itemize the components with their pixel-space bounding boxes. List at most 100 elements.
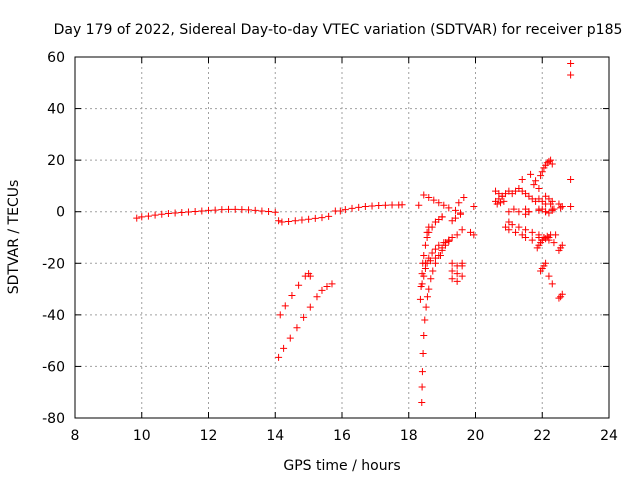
data-point	[538, 168, 546, 176]
data-point	[328, 280, 336, 288]
x-tick-label: 14	[266, 428, 284, 444]
data-point	[456, 210, 464, 218]
x-tick-label: 10	[133, 428, 151, 444]
data-point	[557, 204, 565, 212]
data-point	[567, 71, 575, 79]
data-point	[355, 203, 363, 211]
data-point	[305, 215, 313, 223]
data-point	[438, 244, 446, 252]
data-point	[540, 234, 548, 241]
data-point	[528, 236, 536, 244]
data-point	[278, 218, 286, 226]
data-point	[445, 204, 453, 212]
data-point	[238, 206, 246, 214]
data-point	[265, 207, 273, 215]
data-point	[527, 170, 535, 178]
y-tick-label: 40	[47, 102, 65, 118]
data-point	[341, 206, 349, 214]
x-tick-label: 8	[71, 428, 80, 444]
data-point	[428, 249, 436, 257]
data-point	[525, 208, 533, 216]
data-point	[418, 383, 426, 391]
data-point	[286, 334, 294, 342]
data-point	[225, 205, 233, 213]
data-point	[548, 160, 556, 168]
data-point	[318, 214, 326, 222]
data-point	[532, 177, 540, 185]
data-point	[311, 214, 319, 222]
x-tick-label: 20	[467, 428, 485, 444]
data-point	[306, 272, 314, 280]
y-tick-label: -80	[42, 411, 65, 427]
data-point	[555, 294, 563, 302]
data-point	[440, 201, 448, 209]
data-point	[498, 192, 506, 200]
data-point	[505, 208, 513, 216]
data-point	[291, 217, 299, 225]
data-point	[455, 199, 463, 207]
data-point	[375, 202, 383, 210]
data-point	[133, 214, 141, 222]
y-tick-label: -40	[42, 308, 65, 324]
data-point	[245, 206, 253, 214]
data-point	[306, 303, 314, 311]
data-point	[420, 272, 428, 280]
data-point	[231, 205, 239, 213]
data-point	[448, 267, 456, 275]
data-point	[448, 234, 456, 241]
data-point	[458, 272, 466, 280]
data-point	[522, 226, 530, 234]
data-point	[144, 212, 152, 220]
data-point	[430, 196, 438, 204]
data-point	[545, 236, 553, 244]
data-point	[336, 207, 344, 215]
data-point	[419, 350, 427, 358]
data-point	[425, 223, 433, 231]
data-point	[542, 259, 550, 267]
data-point	[251, 206, 259, 214]
y-tick-label: 20	[47, 153, 65, 169]
data-point	[420, 191, 428, 199]
grid	[75, 57, 609, 418]
y-tick-labels: -80 -60 -40 -20 0 20 40 60	[42, 50, 65, 427]
data-point	[318, 286, 326, 294]
data-point	[500, 197, 508, 205]
data-point	[431, 218, 439, 226]
data-point	[271, 208, 279, 216]
data-point	[530, 181, 538, 189]
data-point	[323, 282, 331, 290]
data-point	[348, 204, 356, 212]
data-point	[567, 59, 575, 67]
data-point	[451, 214, 459, 222]
data-point	[281, 302, 289, 310]
data-point	[535, 231, 543, 239]
x-tick-label: 12	[200, 428, 218, 444]
data-point	[537, 172, 545, 180]
data-points	[133, 59, 575, 407]
data-point	[448, 259, 456, 267]
axis-ticks	[74, 56, 610, 419]
data-point	[505, 226, 513, 234]
data-point	[381, 201, 389, 209]
data-point	[542, 208, 550, 216]
data-point	[548, 206, 556, 214]
data-point	[275, 217, 283, 225]
data-point	[567, 203, 575, 211]
x-tick-label: 24	[600, 428, 618, 444]
data-point	[558, 203, 566, 211]
data-point	[425, 285, 433, 293]
data-point	[453, 231, 461, 239]
data-point	[550, 205, 558, 213]
data-point	[420, 331, 428, 339]
data-point	[211, 206, 219, 214]
data-point	[298, 216, 306, 224]
data-point	[276, 311, 284, 319]
data-point	[421, 316, 429, 324]
data-point	[512, 228, 520, 236]
data-point	[448, 275, 456, 283]
data-point	[497, 199, 505, 207]
data-point	[545, 272, 553, 280]
data-point	[453, 277, 461, 285]
data-point	[288, 292, 296, 300]
data-point	[543, 232, 551, 240]
